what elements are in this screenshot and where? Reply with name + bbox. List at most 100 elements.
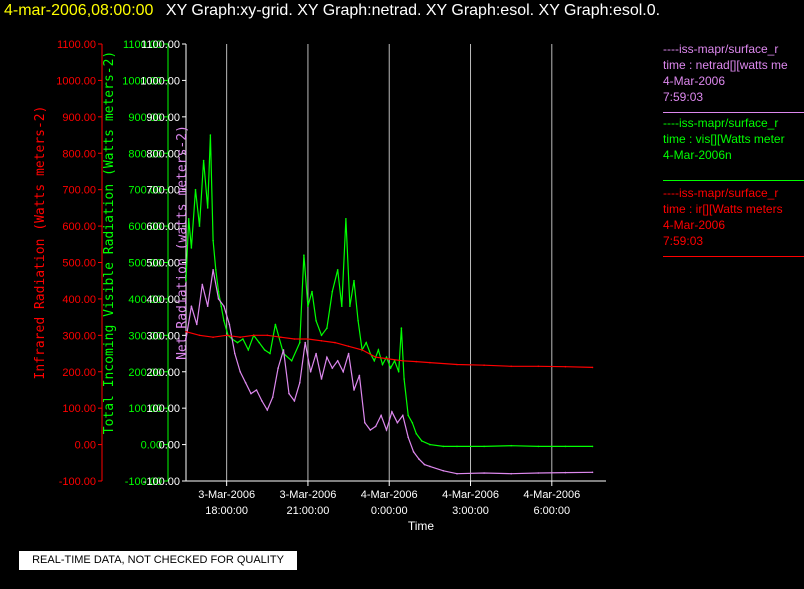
data-point-visible-22 bbox=[274, 323, 277, 326]
data-point-visible-40 bbox=[365, 341, 368, 344]
data-point-netrad-41 bbox=[407, 436, 410, 439]
data-point-visible-59 bbox=[510, 444, 512, 447]
data-point-visible-33 bbox=[336, 269, 339, 271]
data-point-netrad-32 bbox=[358, 374, 361, 377]
data-point-netrad-35 bbox=[374, 425, 377, 428]
title-date-time: 4-mar-2006,08:00:00 bbox=[4, 2, 154, 19]
data-point-netrad-13 bbox=[255, 389, 258, 391]
y-tick-label-infrared-4: 700.00 bbox=[62, 185, 96, 197]
series-visible bbox=[185, 134, 594, 448]
data-point-visible-52 bbox=[411, 421, 414, 424]
data-point-infrared-14 bbox=[374, 356, 377, 359]
data-point-infrared-15 bbox=[388, 358, 391, 360]
data-point-visible-60 bbox=[537, 445, 540, 448]
data-point-netrad-10 bbox=[239, 371, 241, 373]
y-tick-label-infrared-10: 100.00 bbox=[62, 403, 96, 415]
legend-entry-2-line-1: time : ir[][Watts meters bbox=[663, 202, 783, 216]
legend-separator-1 bbox=[663, 180, 804, 181]
data-point-visible-38 bbox=[357, 320, 359, 322]
data-point-infrared-8 bbox=[293, 338, 296, 340]
y-tick-label-infrared-8: 300.00 bbox=[62, 330, 96, 342]
data-point-visible-1 bbox=[187, 218, 190, 220]
data-point-infrared-11 bbox=[334, 341, 336, 344]
y-tick-label-infrared-3: 800.00 bbox=[62, 148, 96, 160]
data-point-netrad-28 bbox=[336, 360, 339, 362]
data-point-netrad-19 bbox=[288, 392, 290, 395]
data-point-netrad-37 bbox=[385, 429, 388, 431]
data-point-infrared-17 bbox=[415, 360, 418, 363]
data-point-visible-51 bbox=[407, 414, 410, 417]
y-tick-label-netrad-11: 0.00 bbox=[159, 440, 180, 452]
data-point-netrad-50 bbox=[537, 472, 540, 474]
data-point-visible-37 bbox=[353, 279, 355, 282]
data-point-netrad-6 bbox=[217, 298, 220, 300]
data-point-netrad-46 bbox=[442, 470, 445, 472]
data-point-infrared-12 bbox=[347, 345, 350, 348]
data-point-netrad-20 bbox=[293, 400, 296, 402]
data-point-visible-55 bbox=[429, 443, 431, 446]
data-point-infrared-19 bbox=[456, 363, 458, 366]
data-point-netrad-42 bbox=[412, 451, 415, 453]
data-point-infrared-2 bbox=[212, 336, 214, 339]
data-point-netrad-15 bbox=[266, 409, 269, 411]
y-tick-label-visible-5: 600.00 bbox=[128, 221, 162, 233]
x-tick-label-date-1: 3-Mar-2006 bbox=[280, 489, 337, 501]
y-tick-label-netrad-12: -100.00 bbox=[143, 476, 180, 488]
y-axis-title-visible: Total Incoming Visible Radiation (Watts … bbox=[102, 51, 117, 435]
data-point-netrad-49 bbox=[510, 472, 512, 475]
y-tick-label-visible-0: 1100.00 bbox=[123, 39, 162, 51]
data-point-visible-57 bbox=[456, 445, 458, 448]
data-point-visible-34 bbox=[341, 305, 343, 308]
data-point-netrad-16 bbox=[271, 396, 274, 399]
data-point-visible-58 bbox=[483, 445, 485, 448]
data-point-infrared-18 bbox=[429, 361, 431, 364]
data-point-visible-48 bbox=[397, 371, 400, 373]
y-tick-label-visible-3: 800.00 bbox=[128, 148, 162, 160]
y-tick-label-visible-11: 0.00 bbox=[141, 440, 162, 452]
data-point-visible-17 bbox=[247, 349, 250, 351]
data-point-infrared-9 bbox=[307, 338, 309, 340]
data-point-netrad-8 bbox=[228, 323, 231, 326]
data-point-netrad-4 bbox=[206, 305, 209, 308]
y-tick-label-netrad-5: 600.00 bbox=[146, 221, 180, 233]
legend-entry-1-line-0: ----iss-mapr/surface_r bbox=[663, 116, 779, 130]
legend-entry-0-line-3: 7:59:03 bbox=[663, 90, 704, 104]
legend-entry-1-line-1: time : vis[][Watts meter bbox=[663, 132, 785, 146]
data-point-visible-42 bbox=[373, 360, 376, 362]
y-tick-label-netrad-9: 200.00 bbox=[146, 367, 180, 379]
data-point-visible-45 bbox=[385, 356, 388, 359]
y-tick-label-infrared-2: 900.00 bbox=[62, 112, 96, 124]
data-point-infrared-23 bbox=[564, 365, 567, 368]
data-point-visible-16 bbox=[242, 338, 244, 340]
data-point-visible-12 bbox=[223, 320, 225, 322]
y-tick-label-infrared-1: 1000.00 bbox=[56, 75, 96, 87]
y-tick-label-netrad-4: 700.00 bbox=[146, 185, 180, 197]
y-tick-label-netrad-8: 300.00 bbox=[146, 330, 180, 342]
data-point-netrad-29 bbox=[342, 371, 345, 373]
data-point-visible-62 bbox=[591, 445, 594, 448]
x-tick-label-time-1: 21:00:00 bbox=[287, 505, 330, 517]
data-point-netrad-2 bbox=[196, 323, 198, 326]
data-point-visible-21 bbox=[269, 352, 271, 355]
data-point-visible-5 bbox=[202, 159, 205, 162]
data-point-visible-6 bbox=[206, 207, 209, 209]
data-point-netrad-52 bbox=[591, 471, 594, 474]
data-point-netrad-40 bbox=[402, 414, 404, 417]
data-point-infrared-20 bbox=[483, 364, 485, 367]
y-tick-label-infrared-7: 400.00 bbox=[62, 294, 96, 306]
y-tick-label-visible-10: 100.00 bbox=[128, 403, 162, 415]
data-point-netrad-27 bbox=[331, 367, 334, 369]
x-tick-label-time-3: 3:00:00 bbox=[452, 505, 489, 517]
data-point-netrad-33 bbox=[364, 421, 366, 424]
x-tick-label-time-2: 0:00:00 bbox=[371, 505, 408, 517]
data-point-infrared-6 bbox=[266, 334, 269, 337]
data-point-infrared-5 bbox=[252, 334, 255, 337]
data-point-visible-15 bbox=[236, 341, 239, 344]
y-tick-label-netrad-7: 400.00 bbox=[146, 294, 180, 306]
legend-separator-2 bbox=[663, 256, 804, 257]
data-point-netrad-30 bbox=[347, 352, 350, 355]
legend-entry-1-line-2: 4-Mar-2006n bbox=[663, 148, 732, 162]
y-tick-label-infrared-12: -100.00 bbox=[59, 476, 96, 488]
data-point-netrad-14 bbox=[261, 400, 263, 402]
